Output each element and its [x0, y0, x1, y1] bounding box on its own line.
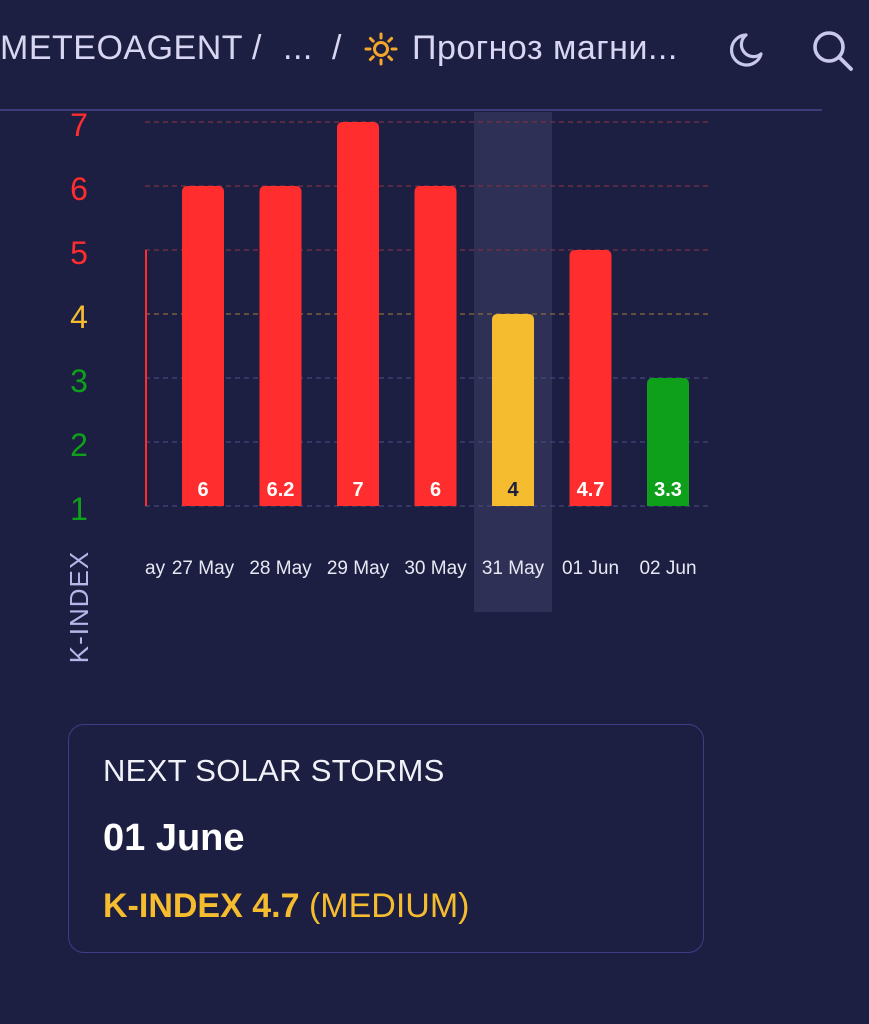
storm-date: 01 June — [103, 817, 245, 859]
moon-icon[interactable] — [728, 28, 770, 70]
next-solar-storms-card: NEXT SOLAR STORMS 01 June K-INDEX 4.7 (M… — [68, 724, 704, 953]
y-tick-label: 3 — [70, 363, 88, 399]
sun-icon — [364, 32, 398, 66]
x-tick-label: 28 May — [249, 558, 312, 579]
y-tick-label: 7 — [70, 112, 88, 143]
bar-value-label: 7 — [352, 479, 363, 501]
storm-k-index-value: K-INDEX 4.7 — [103, 887, 300, 925]
bar-value-label: 6.2 — [267, 479, 295, 501]
bar — [259, 186, 302, 506]
card-title: NEXT SOLAR STORMS — [103, 753, 445, 788]
k-index-chart: 7 6 5 4 3 2 1 K-INDEX ay 6 27 May 6.2 28 May 7 29 May 6… — [64, 112, 708, 663]
x-tick-label-partial: ay — [145, 558, 166, 579]
bar — [492, 314, 534, 506]
top-bar: METEOAGENT / ... / Прогноз магни... — [0, 0, 869, 100]
bar — [414, 186, 457, 506]
bar-value-label: 6 — [197, 479, 208, 501]
y-tick-label: 5 — [70, 235, 88, 271]
x-tick-label: 01 Jun — [562, 558, 619, 579]
storm-k-index: K-INDEX 4.7 (MEDIUM) — [103, 887, 469, 926]
y-tick-label: 6 — [70, 171, 88, 207]
breadcrumb-separator: / — [332, 29, 342, 67]
y-tick-label: 1 — [70, 491, 88, 527]
bar — [337, 122, 379, 506]
bar — [569, 250, 612, 506]
search-icon[interactable] — [810, 28, 856, 74]
x-tick-label: 31 May — [482, 558, 545, 579]
breadcrumb-ellipsis[interactable]: ... — [283, 29, 313, 67]
x-tick-label: 29 May — [327, 558, 390, 579]
header-divider — [0, 109, 822, 111]
y-tick-label: 4 — [70, 299, 88, 335]
x-tick-label: 27 May — [172, 558, 235, 579]
bar — [647, 378, 689, 506]
breadcrumb-current-page: Прогноз магни... — [412, 29, 678, 67]
y-axis-label: K-INDEX — [64, 551, 94, 663]
bar-value-label: 3.3 — [654, 479, 682, 501]
storm-level: (MEDIUM) — [308, 887, 470, 925]
bar-value-label: 6 — [430, 479, 441, 501]
x-tick-label: 02 Jun — [639, 558, 696, 579]
x-tick-label: 30 May — [404, 558, 467, 579]
breadcrumb-home[interactable]: METEOAGENT — [0, 29, 244, 67]
breadcrumb-separator: / — [252, 29, 262, 67]
bar-value-label: 4.7 — [577, 479, 605, 501]
y-tick-label: 2 — [70, 427, 88, 463]
bar — [182, 186, 224, 506]
bar-value-label: 4 — [507, 479, 519, 501]
